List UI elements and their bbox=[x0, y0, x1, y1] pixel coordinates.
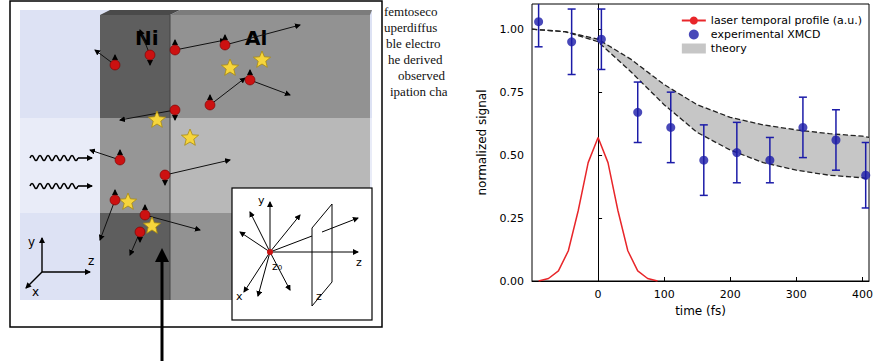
svg-text:y: y bbox=[28, 235, 35, 249]
html-text:uperdiffus: uperdiffus bbox=[384, 20, 438, 35]
svg-text:1.00: 1.00 bbox=[500, 23, 525, 36]
svg-text:z: z bbox=[88, 254, 94, 268]
svg-text:0.75: 0.75 bbox=[500, 86, 525, 99]
svg-text:y: y bbox=[258, 194, 265, 207]
svg-text:z: z bbox=[316, 290, 322, 303]
html-text:ipation cha: ipation cha bbox=[390, 84, 448, 99]
svg-text:theory: theory bbox=[711, 42, 747, 55]
html-text:femtoseco: femtoseco bbox=[384, 4, 438, 19]
svg-text:300: 300 bbox=[786, 288, 807, 301]
svg-text:time (fs): time (fs) bbox=[675, 304, 726, 318]
svg-text:x: x bbox=[32, 285, 39, 299]
svg-text:Ni: Ni bbox=[135, 26, 159, 50]
svg-text:Al: Al bbox=[245, 26, 267, 50]
svg-text:0.50: 0.50 bbox=[500, 149, 525, 162]
html-text:ble electro: ble electro bbox=[386, 36, 441, 51]
svg-text:z₀: z₀ bbox=[272, 260, 283, 273]
svg-text:laser temporal profile (a.u.): laser temporal profile (a.u.) bbox=[711, 14, 862, 27]
svg-text:0.00: 0.00 bbox=[500, 275, 525, 288]
svg-text:z: z bbox=[356, 256, 362, 269]
svg-text:normalized signal: normalized signal bbox=[475, 90, 489, 196]
svg-text:x: x bbox=[236, 290, 243, 303]
svg-text:200: 200 bbox=[720, 288, 741, 301]
html-text:observed: observed bbox=[398, 68, 445, 83]
svg-text:0: 0 bbox=[595, 288, 602, 301]
svg-text:experimental XMCD: experimental XMCD bbox=[711, 28, 821, 41]
svg-text:100: 100 bbox=[654, 288, 675, 301]
html-text:he derived: he derived bbox=[388, 52, 443, 67]
svg-text:0.25: 0.25 bbox=[500, 212, 525, 225]
svg-text:400: 400 bbox=[852, 288, 873, 301]
